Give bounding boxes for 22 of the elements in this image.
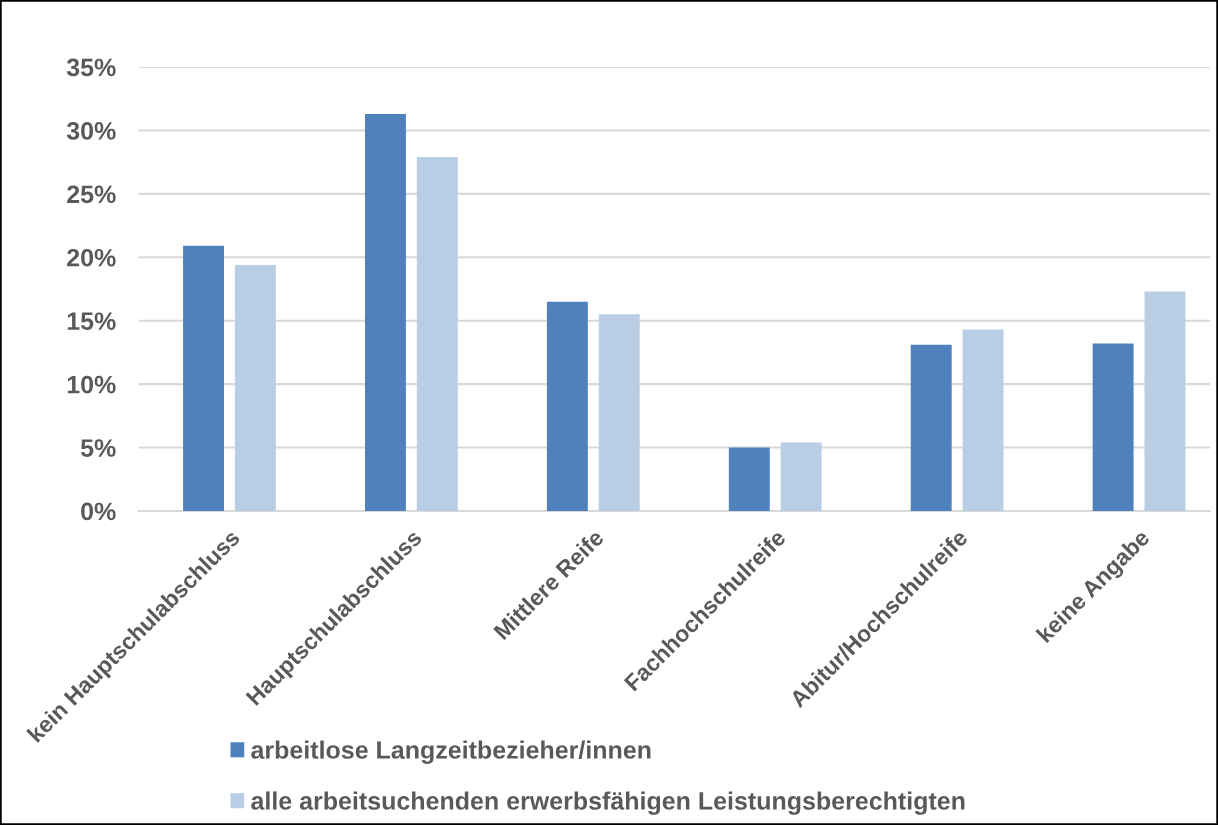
y-tick-label: 15% (67, 312, 116, 331)
legend-label: arbeitlose Langzeitbezieher/innen (251, 740, 651, 764)
y-tick-label: 0% (81, 502, 116, 521)
bar (598, 314, 640, 511)
bar (910, 344, 952, 511)
y-tick-label: 30% (66, 122, 116, 140)
y-tick-label: 5% (80, 439, 116, 457)
y-tick-label: 25% (67, 185, 116, 204)
bar (962, 329, 1004, 511)
bar (1092, 343, 1134, 511)
bar (780, 442, 822, 511)
legend-label: alle arbeitsuchenden erwerbsfähigen Leistungsberechtigten (251, 791, 965, 815)
y-tick-label: 20% (67, 248, 116, 267)
bar (364, 113, 406, 511)
bar (728, 447, 770, 511)
y-tick-label: 10% (67, 375, 116, 394)
bar (234, 264, 276, 511)
bar (546, 301, 588, 511)
y-tick-label: 35% (66, 58, 116, 77)
bar (1144, 291, 1186, 511)
bar (183, 245, 224, 511)
bar (416, 157, 458, 511)
